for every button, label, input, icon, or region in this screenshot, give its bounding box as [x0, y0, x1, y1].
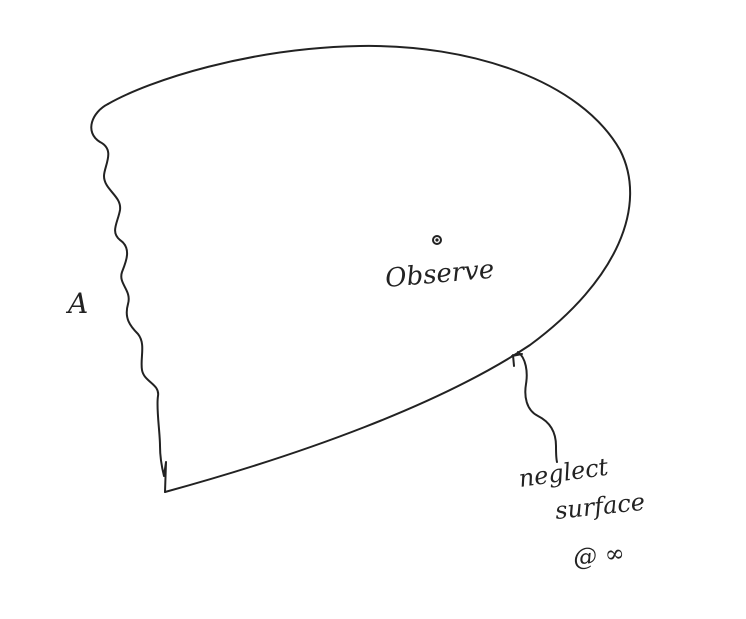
- wavy-boundary-a: [90, 103, 167, 493]
- observer-point-center: [435, 238, 439, 242]
- wavy-leader-neglect: [517, 351, 558, 463]
- observer-point: [432, 235, 442, 245]
- label-a: A: [65, 287, 88, 320]
- label-at-infinity: @ ∞: [572, 539, 626, 572]
- label-neglect: neglect: [517, 453, 610, 493]
- label-surface: surface: [554, 488, 647, 525]
- label-observer: Observe: [384, 255, 495, 294]
- region-outline: [107, 44, 632, 493]
